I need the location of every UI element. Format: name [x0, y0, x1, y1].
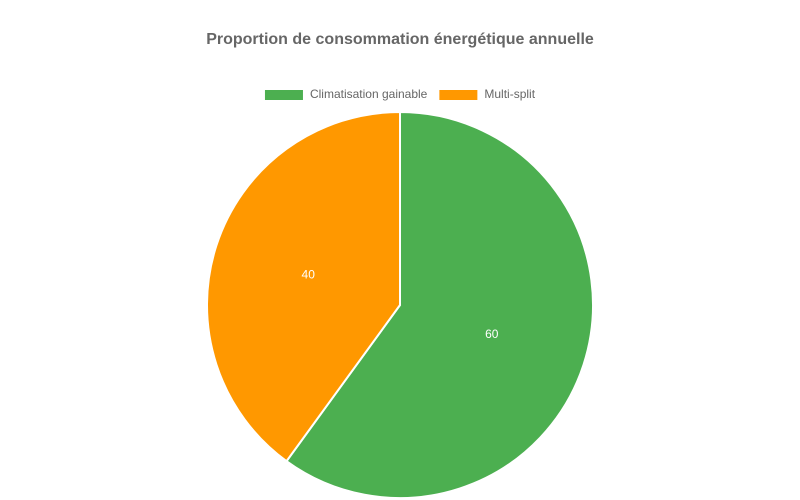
data-label: 60 — [485, 327, 499, 341]
chart-title: Proportion de consommation énergétique a… — [206, 31, 594, 48]
pie-slice — [285, 110, 594, 499]
legend: Climatisation gainable Multi-split — [264, 87, 536, 101]
pie-slice — [206, 110, 401, 463]
data-label: 40 — [302, 267, 316, 281]
legend-label: Multi-split — [484, 87, 535, 101]
legend-swatch — [264, 90, 303, 100]
legend-swatch — [439, 90, 478, 100]
legend-label: Climatisation gainable — [310, 87, 428, 101]
